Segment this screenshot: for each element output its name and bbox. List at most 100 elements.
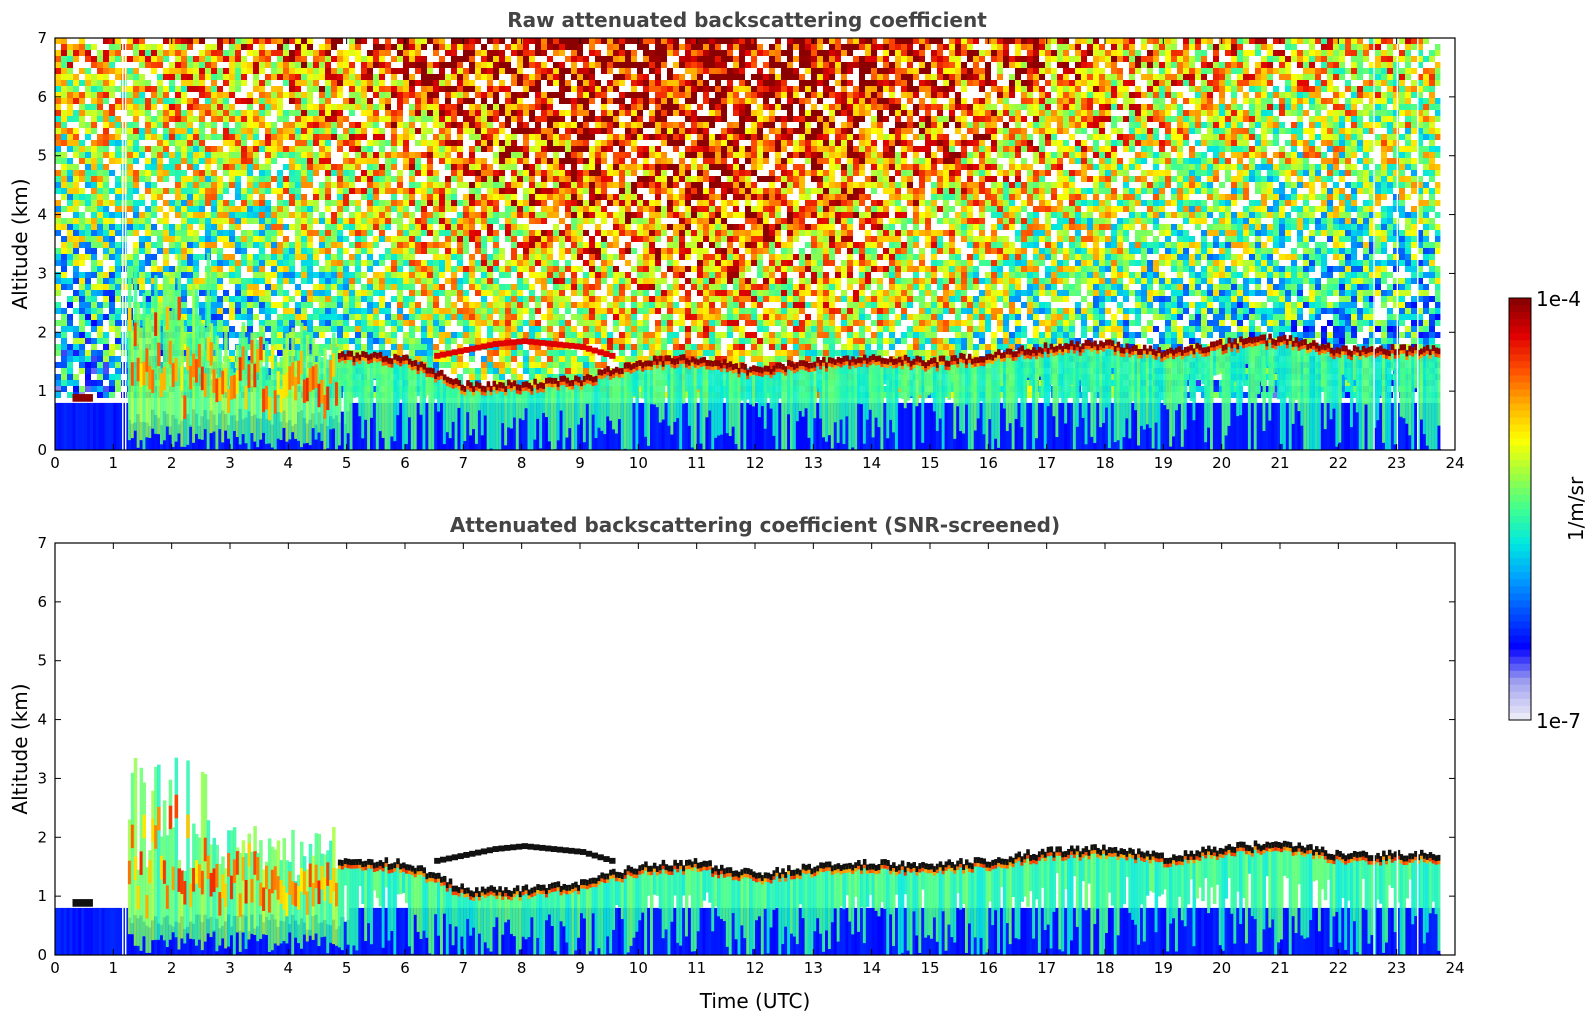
noise-pixel xyxy=(97,116,103,122)
noise-pixel xyxy=(613,212,619,218)
noise-pixel xyxy=(223,164,229,170)
noise-pixel xyxy=(73,152,79,158)
noise-pixel xyxy=(529,320,535,326)
noise-pixel xyxy=(589,200,595,206)
noise-pixel xyxy=(337,188,343,194)
noise-pixel xyxy=(565,266,571,272)
noise-pixel xyxy=(595,278,601,284)
noise-pixel xyxy=(637,350,643,356)
noise-pixel xyxy=(85,134,91,140)
noise-pixel xyxy=(319,218,325,224)
noise-pixel xyxy=(223,242,229,248)
noise-pixel xyxy=(271,176,277,182)
noise-pixel xyxy=(193,80,199,86)
noise-pixel xyxy=(523,44,529,50)
noise-pixel xyxy=(91,242,97,248)
noise-pixel xyxy=(181,236,187,242)
noise-pixel xyxy=(619,332,625,338)
noise-pixel xyxy=(103,68,109,74)
noise-pixel xyxy=(589,236,595,242)
noise-pixel xyxy=(397,140,403,146)
noise-pixel xyxy=(121,140,127,146)
noise-pixel xyxy=(247,110,253,116)
noise-pixel xyxy=(427,188,433,194)
noise-pixel xyxy=(529,314,535,320)
noise-pixel xyxy=(121,338,127,344)
noise-pixel xyxy=(655,56,661,62)
noise-pixel xyxy=(631,278,637,284)
noise-pixel xyxy=(367,320,373,326)
noise-pixel xyxy=(349,104,355,110)
noise-pixel xyxy=(199,302,205,308)
noise-pixel xyxy=(463,38,469,44)
noise-pixel xyxy=(289,170,295,176)
noise-pixel xyxy=(163,56,169,62)
noise-pixel xyxy=(541,314,547,320)
noise-pixel xyxy=(73,254,79,260)
noise-pixel xyxy=(511,266,517,272)
noise-pixel xyxy=(511,158,517,164)
noise-pixel xyxy=(163,122,169,128)
noise-pixel xyxy=(295,284,301,290)
noise-pixel xyxy=(181,128,187,134)
noise-pixel xyxy=(547,80,553,86)
noise-pixel xyxy=(223,206,229,212)
noise-pixel xyxy=(265,278,271,284)
noise-pixel xyxy=(247,158,253,164)
noise-pixel xyxy=(595,326,601,332)
noise-pixel xyxy=(241,260,247,266)
noise-pixel xyxy=(433,110,439,116)
noise-pixel xyxy=(181,338,187,344)
noise-pixel xyxy=(343,338,349,344)
noise-pixel xyxy=(589,206,595,212)
noise-pixel xyxy=(211,74,217,80)
noise-pixel xyxy=(277,134,283,140)
noise-pixel xyxy=(403,260,409,266)
noise-pixel xyxy=(163,110,169,116)
noise-pixel xyxy=(289,260,295,266)
noise-pixel xyxy=(547,302,553,308)
noise-pixel xyxy=(91,356,97,362)
noise-pixel xyxy=(379,302,385,308)
noise-pixel xyxy=(511,104,517,110)
noise-pixel xyxy=(175,206,181,212)
noise-pixel xyxy=(487,212,493,218)
noise-pixel xyxy=(571,248,577,254)
noise-pixel xyxy=(499,326,505,332)
noise-pixel xyxy=(571,200,577,206)
noise-pixel xyxy=(115,230,121,236)
noise-pixel xyxy=(439,290,445,296)
noise-pixel xyxy=(115,128,121,134)
noise-pixel xyxy=(151,122,157,128)
noise-pixel xyxy=(667,38,673,44)
noise-pixel xyxy=(175,134,181,140)
noise-pixel xyxy=(613,152,619,158)
noise-pixel xyxy=(163,68,169,74)
noise-pixel xyxy=(133,98,139,104)
noise-pixel xyxy=(235,140,241,146)
noise-pixel xyxy=(337,224,343,230)
noise-pixel xyxy=(283,62,289,68)
noise-pixel xyxy=(79,230,85,236)
noise-pixel xyxy=(103,116,109,122)
noise-pixel xyxy=(61,314,67,320)
noise-pixel xyxy=(625,212,631,218)
noise-pixel xyxy=(643,296,649,302)
noise-pixel xyxy=(265,92,271,98)
noise-pixel xyxy=(595,158,601,164)
noise-pixel xyxy=(235,206,241,212)
top-chart-title: Raw attenuated backscattering coefficien… xyxy=(507,8,987,32)
noise-pixel xyxy=(235,164,241,170)
noise-pixel xyxy=(643,314,649,320)
noise-pixel xyxy=(343,224,349,230)
noise-pixel xyxy=(427,62,433,68)
noise-pixel xyxy=(565,146,571,152)
noise-pixel xyxy=(235,158,241,164)
noise-pixel xyxy=(349,224,355,230)
noise-pixel xyxy=(541,212,547,218)
noise-pixel xyxy=(631,248,637,254)
noise-pixel xyxy=(151,116,157,122)
noise-pixel xyxy=(427,98,433,104)
noise-pixel xyxy=(325,146,331,152)
noise-pixel xyxy=(373,158,379,164)
